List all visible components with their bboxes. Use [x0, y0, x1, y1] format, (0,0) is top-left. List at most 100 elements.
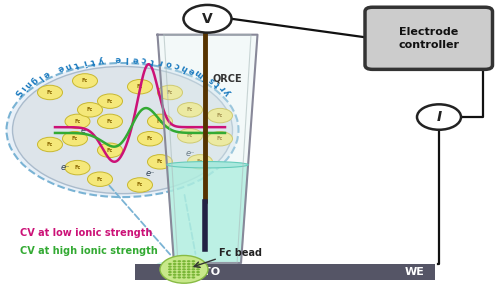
Circle shape — [182, 276, 186, 279]
Text: y: y — [98, 55, 104, 64]
Circle shape — [128, 178, 152, 192]
Text: Electrode
controller: Electrode controller — [398, 27, 459, 50]
Circle shape — [128, 79, 152, 94]
Circle shape — [98, 143, 122, 158]
Circle shape — [178, 263, 181, 265]
Circle shape — [184, 5, 232, 33]
Text: r: r — [218, 84, 228, 92]
Circle shape — [98, 94, 122, 108]
Circle shape — [178, 260, 181, 262]
Circle shape — [196, 274, 200, 276]
Circle shape — [178, 268, 181, 271]
Text: ITO: ITO — [200, 267, 220, 277]
Text: CV at low ionic strength: CV at low ionic strength — [20, 227, 152, 238]
Text: e⁻: e⁻ — [185, 149, 195, 158]
Circle shape — [187, 263, 190, 265]
Circle shape — [187, 266, 190, 268]
Circle shape — [148, 155, 172, 169]
Text: Fc: Fc — [197, 159, 203, 164]
Text: l: l — [36, 73, 44, 81]
Circle shape — [98, 114, 122, 129]
Circle shape — [196, 268, 200, 271]
Circle shape — [6, 63, 238, 197]
Circle shape — [192, 274, 196, 276]
Text: V: V — [202, 12, 213, 26]
Text: c: c — [141, 55, 148, 64]
Text: Fc: Fc — [187, 107, 193, 112]
Text: o: o — [164, 58, 173, 69]
Text: i: i — [202, 73, 209, 81]
Text: e: e — [41, 68, 51, 79]
Text: Fc: Fc — [87, 107, 93, 112]
Circle shape — [192, 276, 196, 279]
Circle shape — [12, 66, 232, 194]
Text: r: r — [158, 57, 164, 67]
FancyBboxPatch shape — [135, 264, 435, 280]
Text: Fc: Fc — [74, 165, 80, 170]
Circle shape — [178, 274, 181, 276]
Circle shape — [172, 274, 176, 276]
Text: e⁻: e⁻ — [145, 169, 155, 178]
Circle shape — [168, 271, 172, 273]
Circle shape — [168, 266, 172, 268]
Circle shape — [182, 263, 186, 265]
Circle shape — [196, 266, 200, 268]
Circle shape — [178, 276, 181, 279]
Circle shape — [168, 263, 172, 265]
Text: n: n — [22, 79, 33, 89]
Text: g: g — [28, 75, 38, 86]
Text: Fc: Fc — [82, 78, 88, 84]
Text: Fc: Fc — [107, 148, 113, 153]
Text: i: i — [18, 84, 26, 92]
Circle shape — [62, 131, 88, 146]
Circle shape — [208, 108, 233, 123]
Text: e: e — [56, 63, 65, 73]
Text: i: i — [82, 57, 87, 67]
Text: Fc: Fc — [217, 136, 223, 141]
Circle shape — [172, 260, 176, 262]
Circle shape — [182, 266, 186, 268]
Text: Fc: Fc — [217, 113, 223, 118]
Circle shape — [192, 260, 196, 262]
Text: e: e — [132, 54, 139, 64]
Text: t: t — [212, 79, 222, 88]
Text: Fc: Fc — [97, 177, 103, 182]
Circle shape — [417, 104, 461, 130]
Circle shape — [187, 271, 190, 273]
Circle shape — [88, 172, 112, 186]
Text: Fc: Fc — [47, 142, 53, 147]
Polygon shape — [158, 35, 258, 263]
Text: m: m — [192, 67, 205, 80]
Text: t: t — [72, 59, 80, 68]
Polygon shape — [167, 165, 248, 263]
Circle shape — [187, 260, 190, 262]
Text: Fc: Fc — [147, 136, 153, 141]
Text: Fc: Fc — [157, 159, 163, 164]
Circle shape — [188, 155, 212, 169]
FancyBboxPatch shape — [365, 7, 492, 69]
Text: Fc: Fc — [107, 99, 113, 104]
Text: c: c — [172, 60, 181, 71]
Circle shape — [38, 85, 62, 100]
Circle shape — [172, 263, 176, 265]
Circle shape — [148, 114, 172, 129]
Circle shape — [208, 131, 233, 146]
Text: e⁻: e⁻ — [80, 125, 90, 135]
Text: Fc: Fc — [74, 119, 80, 124]
Circle shape — [172, 271, 176, 273]
Circle shape — [192, 271, 196, 273]
Circle shape — [196, 271, 200, 273]
Circle shape — [172, 268, 176, 271]
Text: e: e — [187, 65, 196, 76]
Circle shape — [158, 85, 182, 100]
Text: t: t — [150, 56, 156, 65]
Text: CV at high ionic strength: CV at high ionic strength — [20, 246, 158, 256]
Text: Fc: Fc — [137, 182, 143, 188]
Text: Fc: Fc — [157, 119, 163, 124]
Text: Fc bead: Fc bead — [219, 249, 262, 258]
Text: Fc: Fc — [167, 90, 173, 95]
Circle shape — [38, 137, 62, 152]
Text: y: y — [222, 87, 233, 97]
Text: e: e — [115, 54, 121, 63]
Text: Fc: Fc — [72, 136, 78, 141]
